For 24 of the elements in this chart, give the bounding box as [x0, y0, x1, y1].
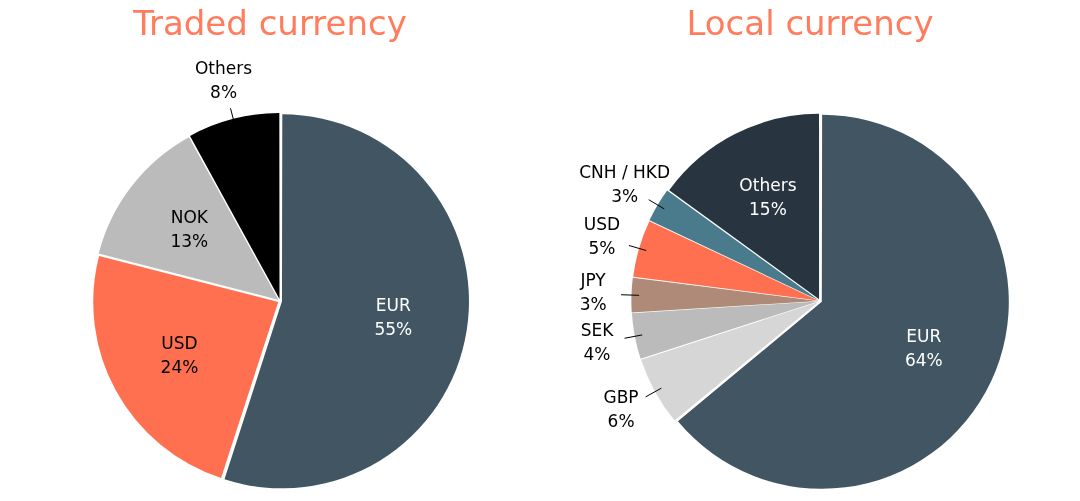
- data-label: 15%: [749, 199, 787, 220]
- data-label: 8%: [210, 81, 238, 102]
- slice-label: EUR: [375, 295, 411, 316]
- slice-label: JPY: [579, 270, 607, 291]
- data-label: 55%: [374, 319, 413, 340]
- chart-title: Local currency: [685, 2, 935, 45]
- slice-label: SEK: [580, 319, 615, 340]
- slice-label: GBP: [603, 386, 639, 407]
- data-label: 5%: [588, 238, 616, 259]
- data-label: 3%: [579, 294, 607, 315]
- data-label: 3%: [611, 185, 639, 206]
- data-label: 24%: [160, 356, 199, 377]
- data-label: 4%: [583, 343, 611, 364]
- data-label: 64%: [904, 350, 943, 371]
- slice-label: Others: [739, 175, 797, 196]
- slice-label: NOK: [170, 207, 209, 228]
- slice-label: Others: [194, 57, 253, 78]
- chart-title: Traded currency: [132, 2, 408, 45]
- data-label: 13%: [170, 231, 209, 252]
- slice-label: EUR: [906, 326, 942, 347]
- slice-label: USD: [583, 214, 621, 235]
- slice-label: CNH / HKD: [579, 161, 671, 182]
- data-label: 6%: [607, 410, 635, 431]
- slice-label: USD: [161, 332, 198, 353]
